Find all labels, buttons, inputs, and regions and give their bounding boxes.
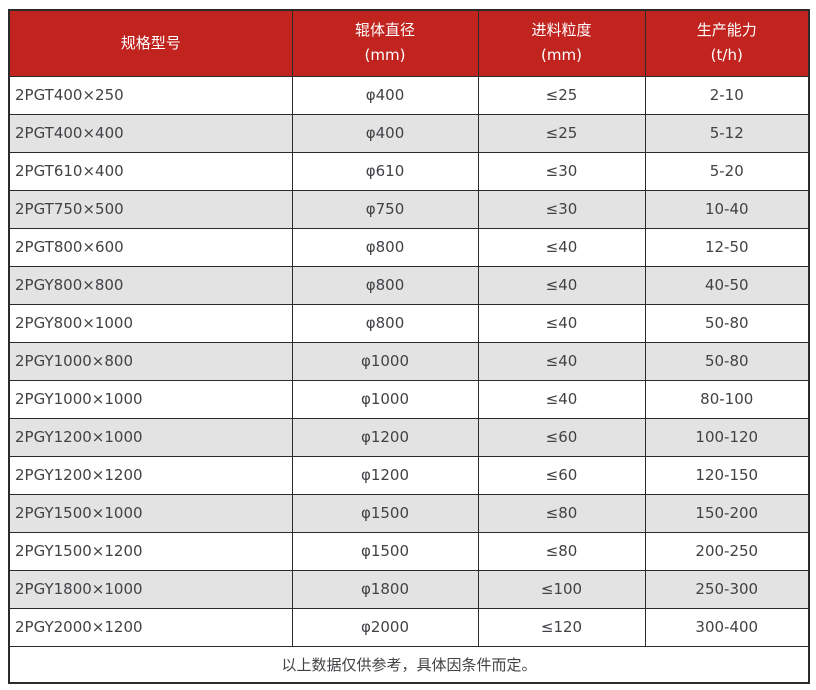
roller-diameter-cell: φ2000 [291,607,479,647]
table-row: 2PGY1800×1000 φ1800 ≤100 250-300 [8,569,810,609]
table-body: 2PGT400×250 φ400 ≤25 2-10 2PGT400×400 φ400 ≤25… [8,75,810,647]
roller-diameter-cell: φ750 [291,189,479,229]
roller-diameter-cell: φ400 [291,113,479,153]
model-cell: 2PGT800×600 [8,227,293,267]
roller-diameter-cell: φ1800 [291,569,479,609]
table-row: 2PGY800×1000 φ800 ≤40 50-80 [8,303,810,343]
header-roller-diameter-title: 辊体直径 [354,21,415,40]
header-row: 规格型号 辊体直径 (mm) 进料粒度 (mm) [8,9,810,77]
model-cell: 2PGY1000×800 [8,341,293,381]
roller-diameter-cell: φ1500 [291,531,479,571]
table-row: 2PGT750×500 φ750 ≤30 10-40 [8,189,810,229]
header-capacity: 生产能力 (t/h) [644,9,810,77]
capacity-cell: 5-20 [644,151,810,191]
header-capacity-title: 生产能力 [696,21,757,40]
model-cell: 2PGY1000×1000 [8,379,293,419]
capacity-cell: 5-12 [644,113,810,153]
table-row: 2PGT610×400 φ610 ≤30 5-20 [8,151,810,191]
roller-diameter-cell: φ1000 [291,341,479,381]
header-roller-diameter: 辊体直径 (mm) [291,9,479,77]
table-row: 2PGY1500×1000 φ1500 ≤80 150-200 [8,493,810,533]
header-capacity-unit: (t/h) [710,46,743,65]
feed-size-cell: ≤40 [477,341,646,381]
table-row: 2PGT800×600 φ800 ≤40 12-50 [8,227,810,267]
header-feed-size-title: 进料粒度 [531,21,592,40]
model-cell: 2PGY1800×1000 [8,569,293,609]
roller-diameter-cell: φ1200 [291,417,479,457]
header-roller-diameter-unit: (mm) [364,46,406,65]
capacity-cell: 250-300 [644,569,810,609]
model-cell: 2PGY800×800 [8,265,293,305]
table-row: 2PGY1000×800 φ1000 ≤40 50-80 [8,341,810,381]
model-cell: 2PGY1200×1000 [8,417,293,457]
header-feed-size: 进料粒度 (mm) [477,9,646,77]
capacity-cell: 80-100 [644,379,810,419]
model-cell: 2PGT610×400 [8,151,293,191]
roller-diameter-cell: φ800 [291,303,479,343]
model-cell: 2PGY800×1000 [8,303,293,343]
capacity-cell: 40-50 [644,265,810,305]
feed-size-cell: ≤120 [477,607,646,647]
header-model: 规格型号 [8,9,293,77]
capacity-cell: 50-80 [644,303,810,343]
table-row: 2PGY1000×1000 φ1000 ≤40 80-100 [8,379,810,419]
feed-size-cell: ≤40 [477,265,646,305]
feed-size-cell: ≤100 [477,569,646,609]
capacity-cell: 50-80 [644,341,810,381]
footer-row: 以上数据仅供参考，具体因条件而定。 [8,645,810,684]
footer-note: 以上数据仅供参考，具体因条件而定。 [8,645,810,684]
roller-diameter-cell: φ610 [291,151,479,191]
table-row: 2PGY1200×1200 φ1200 ≤60 120-150 [8,455,810,495]
capacity-cell: 300-400 [644,607,810,647]
table-row: 2PGY1200×1000 φ1200 ≤60 100-120 [8,417,810,457]
feed-size-cell: ≤80 [477,493,646,533]
capacity-cell: 200-250 [644,531,810,571]
feed-size-cell: ≤30 [477,189,646,229]
roller-diameter-cell: φ1500 [291,493,479,533]
capacity-cell: 10-40 [644,189,810,229]
table-footer: 以上数据仅供参考，具体因条件而定。 [8,645,810,684]
feed-size-cell: ≤40 [477,379,646,419]
feed-size-cell: ≤25 [477,75,646,115]
model-cell: 2PGY2000×1200 [8,607,293,647]
table-row: 2PGT400×250 φ400 ≤25 2-10 [8,75,810,115]
model-cell: 2PGY1500×1000 [8,493,293,533]
capacity-cell: 100-120 [644,417,810,457]
roller-diameter-cell: φ800 [291,265,479,305]
table-row: 2PGY2000×1200 φ2000 ≤120 300-400 [8,607,810,647]
feed-size-cell: ≤40 [477,303,646,343]
header-feed-size-unit: (mm) [541,46,582,65]
table-row: 2PGY1500×1200 φ1500 ≤80 200-250 [8,531,810,571]
table-row: 2PGY800×800 φ800 ≤40 40-50 [8,265,810,305]
feed-size-cell: ≤40 [477,227,646,267]
roller-diameter-cell: φ1200 [291,455,479,495]
model-cell: 2PGT750×500 [8,189,293,229]
capacity-cell: 2-10 [644,75,810,115]
feed-size-cell: ≤60 [477,455,646,495]
capacity-cell: 120-150 [644,455,810,495]
feed-size-cell: ≤80 [477,531,646,571]
feed-size-cell: ≤60 [477,417,646,457]
table-header: 规格型号 辊体直径 (mm) 进料粒度 (mm) [8,9,810,77]
feed-size-cell: ≤25 [477,113,646,153]
model-cell: 2PGT400×250 [8,75,293,115]
roller-diameter-cell: φ400 [291,75,479,115]
header-model-title: 规格型号 [120,33,181,52]
table-row: 2PGT400×400 φ400 ≤25 5-12 [8,113,810,153]
spec-table: 规格型号 辊体直径 (mm) 进料粒度 (mm) [8,9,810,684]
model-cell: 2PGY1200×1200 [8,455,293,495]
capacity-cell: 150-200 [644,493,810,533]
capacity-cell: 12-50 [644,227,810,267]
model-cell: 2PGT400×400 [8,113,293,153]
roller-diameter-cell: φ1000 [291,379,479,419]
model-cell: 2PGY1500×1200 [8,531,293,571]
feed-size-cell: ≤30 [477,151,646,191]
roller-diameter-cell: φ800 [291,227,479,267]
